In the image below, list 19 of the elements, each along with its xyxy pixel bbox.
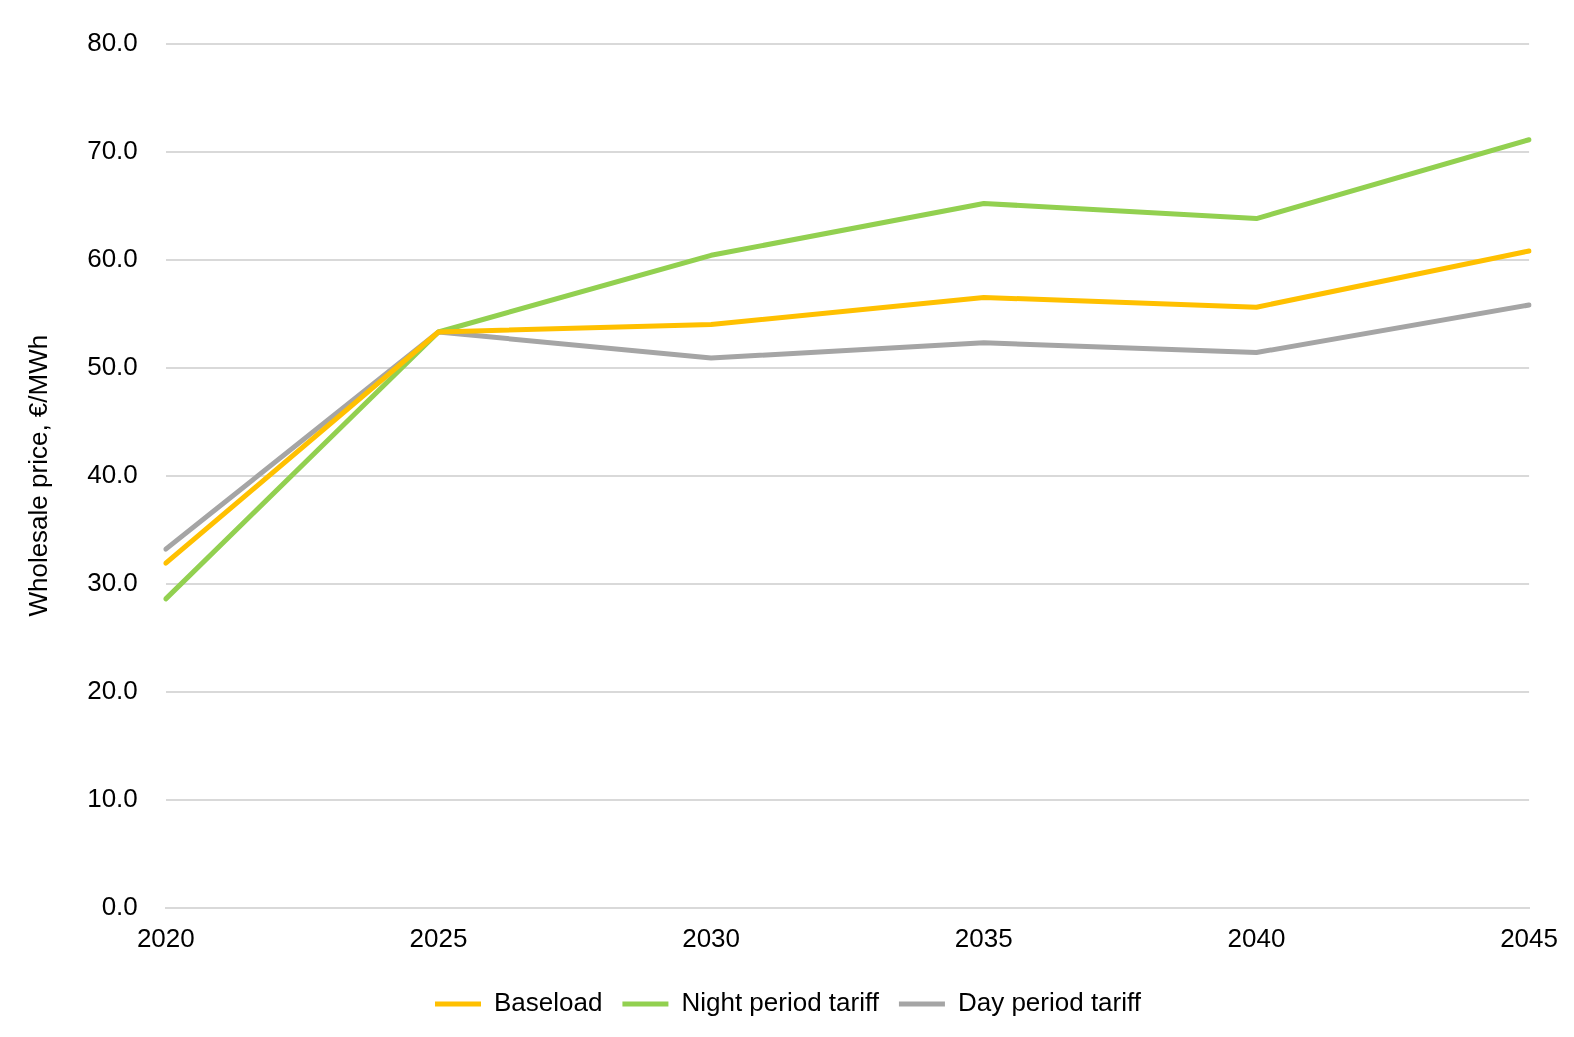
x-tick-label: 2035 — [954, 922, 1013, 953]
x-tick-label: 2045 — [1500, 922, 1558, 953]
y-tick-label: 60.0 — [87, 242, 138, 273]
y-tick-label: 20.0 — [87, 674, 138, 705]
y-tick-label: 30.0 — [87, 566, 138, 597]
y-tick-label: 0.0 — [101, 890, 138, 921]
legend-label: Night period tariff — [681, 987, 880, 1018]
x-tick-label: 2025 — [409, 922, 468, 953]
y-tick-label: 70.0 — [87, 134, 138, 165]
legend-label: Baseload — [494, 987, 603, 1018]
x-tick-label: 2020 — [136, 922, 195, 953]
y-axis-title: Wholesale price, €/MWh — [22, 334, 53, 617]
y-tick-label: 80.0 — [87, 26, 138, 57]
x-tick-label: 2040 — [1227, 922, 1286, 953]
legend-label: Day period tariff — [957, 987, 1142, 1018]
y-tick-label: 10.0 — [87, 782, 138, 813]
y-tick-label: 50.0 — [87, 350, 138, 381]
y-tick-label: 40.0 — [87, 458, 138, 489]
x-tick-label: 2030 — [682, 922, 741, 953]
